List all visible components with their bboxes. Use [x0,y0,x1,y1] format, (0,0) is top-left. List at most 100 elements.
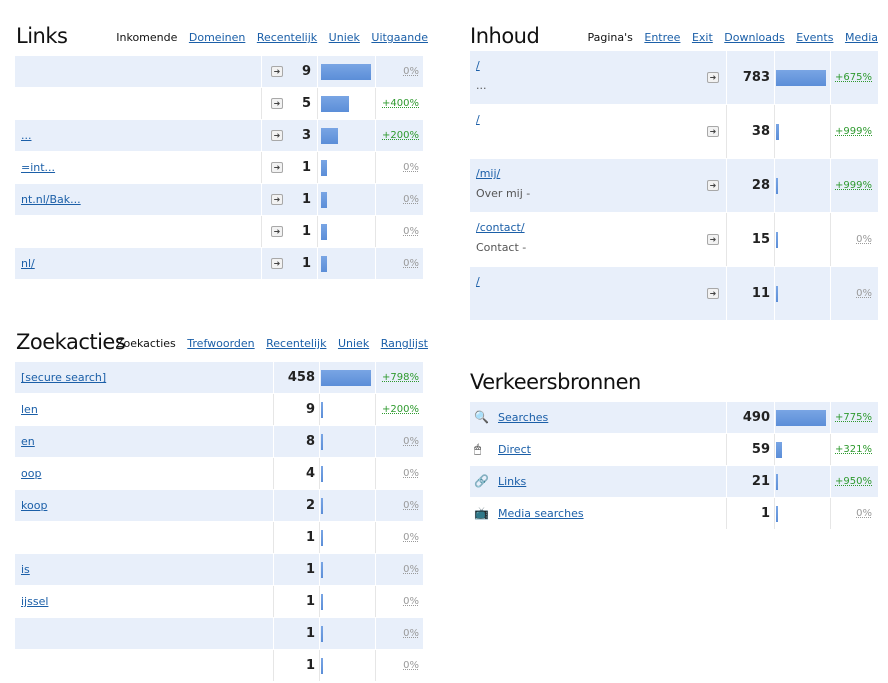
change-percentage: 0% [403,500,419,511]
link-row: ... ➜ 3 +200% [15,120,423,151]
open-link-icon[interactable]: ➜ [271,98,283,109]
share-bar [321,256,327,272]
verkeersbronnen-header: Verkeersbronnen [470,354,882,394]
change-percentage: +200% [382,130,419,141]
search-term[interactable]: is [21,563,30,576]
search-row: 1 0% [15,650,423,681]
search-term[interactable]: len [21,403,38,416]
chain-link-icon: 🔗 [474,474,489,488]
source-row: 🔗 Links 21 +950% [470,466,878,497]
inhoud-tabs: Pagina's Entree Exit Downloads Events Me… [579,31,878,44]
column-divider [273,618,274,649]
search-term[interactable]: koop [21,499,48,512]
open-link-icon[interactable]: ➜ [707,180,719,191]
search-row: is 1 0% [15,554,423,585]
column-divider [726,466,727,497]
source-label[interactable]: Direct [498,443,531,456]
column-divider [774,498,775,529]
tab-events[interactable]: Events [796,31,834,44]
column-divider [375,120,376,151]
hit-count: 1 [305,626,315,641]
page-path[interactable]: / [476,59,480,72]
column-divider [375,248,376,279]
source-label[interactable]: Links [498,475,527,488]
hit-count: 1 [301,160,311,175]
open-link-icon[interactable]: ➜ [271,66,283,77]
link-label[interactable]: nl/ [21,257,35,270]
tab-domeinen[interactable]: Domeinen [188,31,246,44]
verkeersbronnen-panel: Verkeersbronnen 🔍 Searches 490 +775% 🖱 Direct… [462,354,882,534]
page-path[interactable]: /contact/ [476,221,525,234]
links-panel: Links Inkomende Domeinen Recentelijk Uni… [8,8,432,288]
open-link-icon[interactable]: ➜ [271,130,283,141]
open-link-icon[interactable]: ➜ [707,72,719,83]
page-path[interactable]: /mij/ [476,167,501,180]
link-label[interactable]: ... [21,129,32,142]
open-link-icon[interactable]: ➜ [271,226,283,237]
column-divider [319,650,320,681]
page-path[interactable]: / [476,275,480,288]
tab-entree[interactable]: Entree [644,31,681,44]
column-divider [317,184,318,215]
change-percentage: 0% [403,66,419,77]
search-row: [secure search] 458 +798% [15,362,423,393]
page-row: /mij/Over mij - ➜ 28 +999% [470,159,878,212]
hit-count: 5 [301,96,311,111]
tab-zoekacties[interactable]: Zoekacties [115,337,176,350]
share-bar [321,530,323,546]
search-term[interactable]: oop [21,467,42,480]
column-divider [319,586,320,617]
open-link-icon[interactable]: ➜ [707,126,719,137]
tab-inkomende[interactable]: Inkomende [116,31,178,44]
search-term[interactable]: [secure search] [21,371,107,384]
search-term[interactable]: ijssel [21,595,49,608]
column-divider [375,152,376,183]
link-label[interactable]: nt.nl/Bak... [21,193,81,206]
source-label[interactable]: Media searches [498,507,584,520]
tab-trefwoorden[interactable]: Trefwoorden [187,337,255,350]
change-percentage: +321% [835,444,872,455]
tab-recentelijk[interactable]: Recentelijk [256,31,318,44]
open-link-icon[interactable]: ➜ [271,162,283,173]
open-link-icon[interactable]: ➜ [271,194,283,205]
tab-ranglijst[interactable]: Ranglijst [380,337,428,350]
hit-count: 11 [751,286,770,301]
column-divider [726,402,727,433]
share-bar [776,506,778,522]
column-divider [774,105,775,158]
change-percentage: +400% [382,98,419,109]
hit-count: 59 [751,442,770,457]
link-label[interactable]: =int... [21,161,56,174]
tab-downloads[interactable]: Downloads [724,31,785,44]
tab-media[interactable]: Media [844,31,878,44]
column-divider [726,213,727,266]
column-divider [319,554,320,585]
page-path[interactable]: / [476,113,480,126]
tab-uniek[interactable]: Uniek [328,31,360,44]
change-percentage: 0% [403,532,419,543]
open-link-icon[interactable]: ➜ [707,234,719,245]
tab-uitgaande[interactable]: Uitgaande [371,31,428,44]
column-divider [375,490,376,521]
search-row: ijssel 1 0% [15,586,423,617]
column-divider [726,267,727,320]
link-row: ➜ 5 +400% [15,88,423,119]
tab-exit[interactable]: Exit [691,31,713,44]
search-term[interactable]: en [21,435,35,448]
column-divider [375,458,376,489]
column-divider [261,248,262,279]
change-percentage: +775% [835,412,872,423]
tab-uniek[interactable]: Uniek [337,337,370,350]
open-link-icon[interactable]: ➜ [707,288,719,299]
source-label[interactable]: Searches [498,411,549,424]
change-percentage: 0% [403,258,419,269]
column-divider [830,402,831,433]
column-divider [830,466,831,497]
open-link-icon[interactable]: ➜ [271,258,283,269]
hit-count: 1 [301,224,311,239]
column-divider [375,650,376,681]
column-divider [261,184,262,215]
tab-paginas[interactable]: Pagina's [587,31,633,44]
mouse-icon: 🖱 [474,442,482,456]
tab-recentelijk[interactable]: Recentelijk [266,337,327,350]
